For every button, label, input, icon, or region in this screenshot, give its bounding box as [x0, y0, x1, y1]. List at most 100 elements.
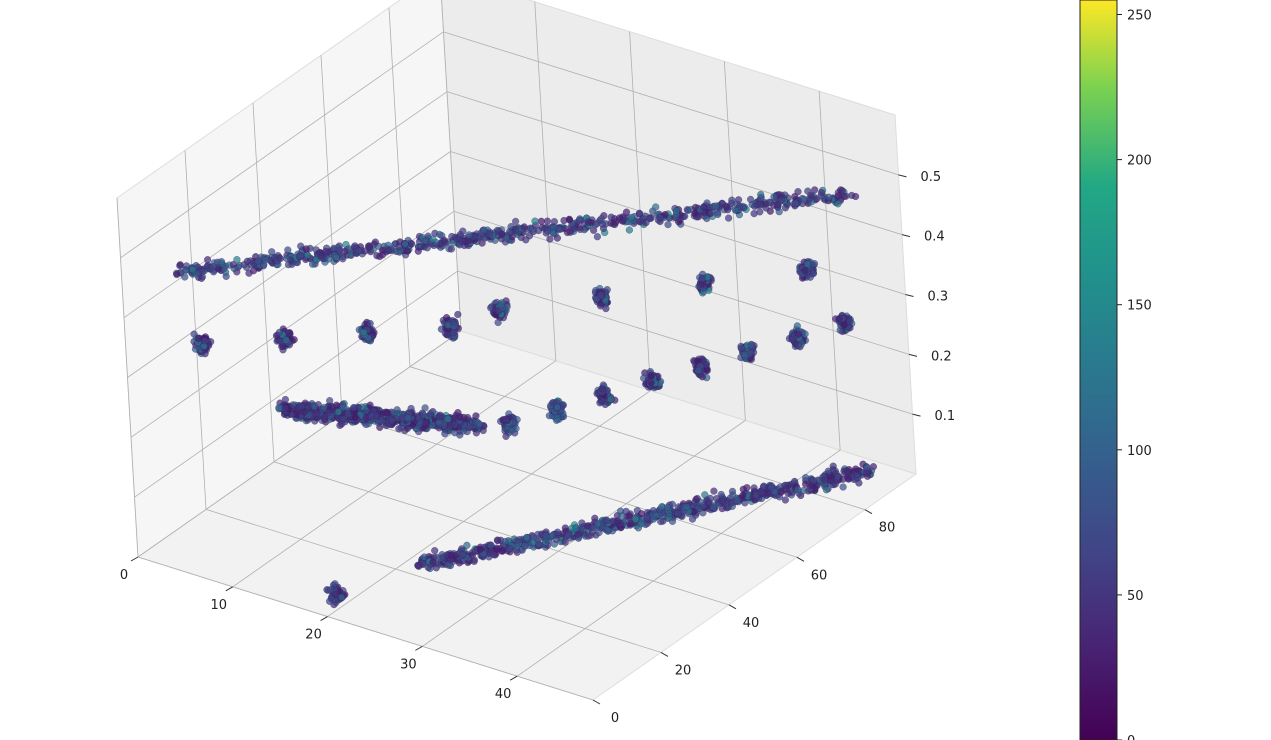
data-point [455, 559, 464, 567]
data-point [442, 313, 451, 322]
z-tick-label: 0.2 [931, 349, 952, 364]
data-point [520, 223, 528, 231]
data-point [862, 469, 870, 477]
data-point [654, 216, 662, 224]
data-point [851, 192, 860, 201]
grid-line-z [446, 91, 903, 236]
data-point [275, 328, 284, 337]
data-point [429, 235, 437, 243]
y-tick [592, 699, 601, 705]
data-point [766, 198, 775, 207]
data-point [739, 491, 747, 500]
data-point [707, 209, 716, 217]
colorbar: 0 50 100 150 200 250 [1079, 0, 1152, 740]
data-point [523, 534, 531, 542]
data-point [261, 256, 269, 264]
data-point [246, 257, 255, 265]
data-point [553, 234, 562, 242]
data-point [373, 412, 381, 420]
data-point [709, 503, 717, 511]
data-point [447, 245, 456, 253]
data-point [341, 247, 349, 255]
data-point [365, 243, 374, 251]
data-point [458, 545, 466, 553]
data-point [692, 495, 700, 504]
z-tick [905, 294, 914, 297]
z-tick [901, 234, 911, 238]
data-point [718, 497, 727, 505]
data-point [209, 263, 217, 271]
data-point [290, 336, 298, 344]
data-point [414, 414, 423, 422]
data-point [498, 230, 506, 238]
data-point [622, 208, 631, 216]
data-point [724, 214, 733, 222]
data-point [591, 514, 599, 522]
axis-panes [116, 0, 918, 701]
data-point [788, 335, 796, 344]
colorbar-tick-label: 150 [1127, 299, 1152, 314]
data-point [593, 233, 602, 241]
grid-line-x [137, 330, 462, 558]
data-point [843, 467, 851, 475]
data-point [302, 245, 310, 253]
data-point [635, 209, 644, 217]
x-tick-label: 30 [400, 657, 417, 672]
y-tick-label: 60 [811, 568, 828, 583]
data-point [429, 558, 437, 566]
data-point [698, 275, 706, 283]
data-point [395, 243, 403, 251]
data-point [712, 202, 720, 210]
data-point [603, 516, 611, 525]
data-point [757, 190, 765, 199]
data-point [201, 337, 209, 345]
x-tick [415, 645, 423, 651]
data-point [802, 473, 810, 482]
data-point [393, 406, 401, 414]
data-point [337, 593, 346, 601]
data-point [840, 320, 848, 329]
data-point [283, 255, 291, 263]
data-point [728, 196, 736, 204]
y-tick [796, 556, 805, 562]
data-point [657, 517, 665, 526]
data-point [829, 462, 837, 470]
colorbar-gradient [1079, 0, 1118, 740]
data-point [384, 246, 393, 255]
data-point [601, 400, 609, 409]
data-point [407, 404, 415, 413]
data-point [268, 248, 276, 256]
data-point [332, 253, 340, 262]
data-point [804, 187, 812, 195]
data-point [282, 336, 290, 344]
x-tick-label: 0 [120, 568, 128, 583]
colorbar-tick-label: 250 [1127, 9, 1152, 24]
data-point [511, 217, 520, 226]
data-point [663, 503, 672, 512]
data-point [421, 404, 429, 412]
grid-line-z [120, 31, 444, 259]
data-point [324, 409, 333, 417]
data-point [817, 189, 826, 197]
axis-ticks: 0 10 20 30 40 0 20 40 60 80 0.1 0.2 0.3 0.4 0.5 [120, 170, 955, 726]
data-point [574, 530, 582, 539]
data-point [553, 528, 562, 536]
data-point [324, 255, 333, 263]
data-point [652, 203, 660, 211]
data-point [728, 487, 737, 496]
data-point [422, 419, 430, 427]
data-point [643, 513, 651, 522]
grid-line-z [134, 270, 458, 498]
data-point [502, 415, 510, 424]
data-point [813, 195, 821, 203]
data-point [777, 196, 786, 204]
data-point [794, 188, 802, 196]
data-point [444, 415, 452, 423]
data-point [509, 418, 517, 427]
data-point [356, 411, 365, 419]
data-point [618, 512, 626, 520]
data-point [688, 515, 697, 523]
data-point [285, 329, 293, 337]
data-point [838, 187, 846, 195]
